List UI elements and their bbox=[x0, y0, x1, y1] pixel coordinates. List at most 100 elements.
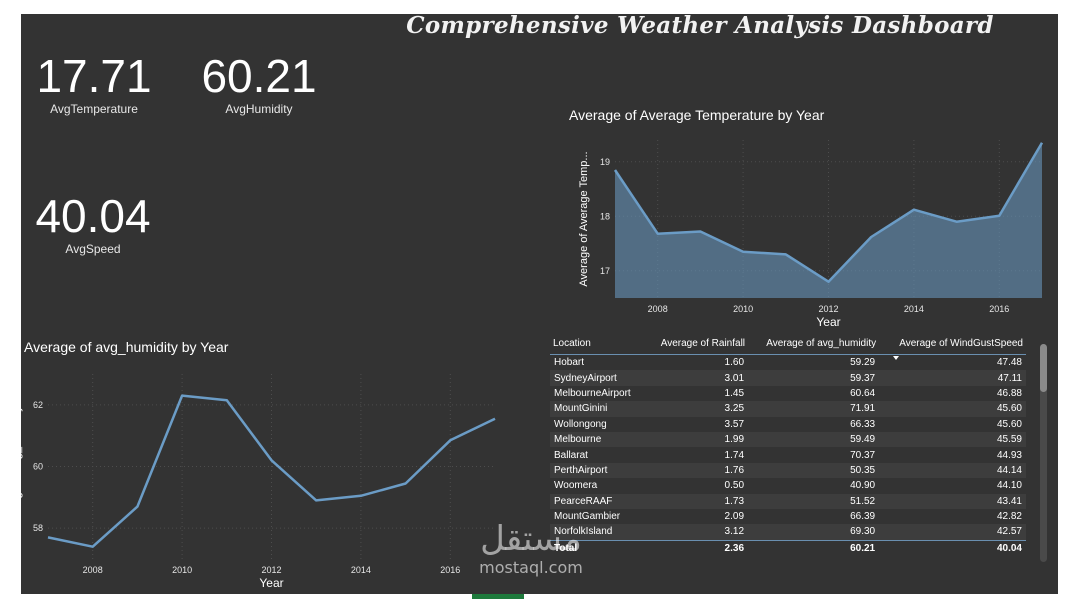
column-header-humidity[interactable]: Average of avg_humidity bbox=[748, 332, 880, 355]
chart0-data-point[interactable] bbox=[783, 251, 789, 257]
table-cell: 70.37 bbox=[850, 449, 876, 461]
table-cell: 1.99 bbox=[645, 431, 749, 448]
table-cell: 40.90 bbox=[850, 480, 876, 492]
kpi-label: AvgSpeed bbox=[65, 242, 121, 256]
table-cell: 59.29 bbox=[850, 357, 876, 369]
chart1-data-point[interactable] bbox=[90, 544, 96, 550]
chart1-data-point[interactable] bbox=[224, 397, 230, 403]
chart0-data-point[interactable] bbox=[697, 229, 703, 235]
chart1-x-axis-label: Year bbox=[259, 576, 283, 590]
chart0-y-tick-label: 17 bbox=[600, 266, 610, 276]
table-cell: 47.48 bbox=[996, 357, 1022, 369]
table-row[interactable]: Melbourne 1.99 59.49 45.59 bbox=[550, 431, 1026, 448]
table-cell: Wollongong bbox=[554, 418, 607, 430]
chart1-data-point[interactable] bbox=[313, 497, 319, 503]
table-row[interactable]: PearceRAAF 1.73 51.52 43.41 bbox=[550, 493, 1026, 509]
table-row[interactable]: Woomera 0.50 40.90 44.10 bbox=[550, 478, 1026, 493]
location-table: Location Average of Rainfall Average of … bbox=[550, 332, 1032, 566]
chart0-x-tick-label: 2014 bbox=[904, 304, 924, 314]
chart0-area-fill bbox=[615, 142, 1042, 298]
scrollbar-thumb[interactable] bbox=[1040, 344, 1047, 392]
chart1-data-point[interactable] bbox=[358, 493, 364, 499]
chart0-series-line[interactable] bbox=[613, 142, 1044, 283]
chart1-data-point[interactable] bbox=[179, 393, 185, 399]
table-total-cell: 60.21 bbox=[748, 539, 880, 557]
table-cell: Melbourne bbox=[550, 431, 646, 448]
table-cell: 1.60 bbox=[724, 357, 745, 369]
column-header-windgust[interactable]: Average of WindGustSpeed bbox=[879, 332, 1026, 355]
table-cell: 0.50 bbox=[724, 480, 745, 492]
table-row[interactable]: MountGinini 3.25 71.91 45.60 bbox=[550, 401, 1026, 417]
table-cell: 44.14 bbox=[879, 462, 1026, 479]
table-cell: 69.30 bbox=[748, 524, 880, 541]
temperature-chart-title: Average of Average Temperature by Year bbox=[569, 107, 825, 123]
chart1-series-line[interactable] bbox=[47, 394, 496, 548]
column-header-location[interactable]: Location bbox=[550, 332, 646, 355]
chart0-data-point[interactable] bbox=[996, 213, 1002, 219]
table-cell: 66.33 bbox=[850, 418, 876, 430]
table-cell: 50.35 bbox=[748, 462, 880, 479]
humidity-line-chart[interactable]: 2008 2010 2012 2014 2016 58 60 62 Year Average of… bbox=[20, 356, 540, 594]
sort-descending-icon[interactable] bbox=[893, 356, 899, 360]
chart0-x-tick-label: 2012 bbox=[818, 304, 838, 314]
table-cell: Woomera bbox=[554, 480, 598, 492]
kpi-value: 40.04 bbox=[35, 190, 151, 242]
chart0-data-point[interactable] bbox=[954, 219, 960, 225]
chart1-x-tick-label: 2010 bbox=[172, 565, 192, 575]
chart0-y-tick-label: 19 bbox=[600, 157, 610, 167]
table-cell: 3.25 bbox=[645, 401, 749, 417]
kpi-card-humidity[interactable]: 60.21 AvgHumidity bbox=[194, 52, 324, 116]
table-cell: PerthAirport bbox=[550, 462, 646, 479]
table-row[interactable]: MountGambier 2.09 66.39 42.82 bbox=[550, 509, 1026, 524]
chart0-data-point[interactable] bbox=[911, 207, 917, 213]
kpi-card-speed[interactable]: 40.04 AvgSpeed bbox=[28, 192, 158, 256]
kpi-value: 17.71 bbox=[36, 50, 152, 102]
chart0-data-point[interactable] bbox=[826, 279, 832, 285]
chart0-y-tick-label: 18 bbox=[600, 211, 610, 221]
chart0-x-axis-label: Year bbox=[816, 315, 840, 328]
chart1-x-tick-label: 2012 bbox=[261, 565, 281, 575]
chart1-data-point[interactable] bbox=[447, 437, 453, 443]
chart1-y-axis-label: Average of avg_humidity bbox=[20, 406, 23, 527]
table-row[interactable]: PerthAirport 1.76 50.35 44.14 bbox=[550, 462, 1026, 479]
table-row[interactable]: MelbourneAirport 1.45 60.64 46.88 bbox=[550, 386, 1026, 401]
chart0-data-point[interactable] bbox=[868, 234, 874, 240]
chart1-x-tick-label: 2008 bbox=[83, 565, 103, 575]
table-row[interactable]: Hobart 1.60 59.29 47.48 bbox=[550, 355, 1026, 371]
table-row[interactable]: SydneyAirport 3.01 59.37 47.11 bbox=[550, 370, 1026, 386]
table-cell: Hobart bbox=[554, 357, 585, 369]
kpi-value: 60.21 bbox=[201, 50, 317, 102]
table-cell: Ballarat bbox=[554, 449, 588, 461]
chart1-data-point[interactable] bbox=[45, 534, 51, 540]
watermark-arabic: مستقل bbox=[480, 519, 582, 559]
chart1-data-point[interactable] bbox=[403, 480, 409, 486]
table-row[interactable]: Ballarat 1.74 70.37 44.93 bbox=[550, 447, 1026, 462]
humidity-chart-title: Average of avg_humidity by Year bbox=[24, 339, 229, 355]
table-cell: 45.60 bbox=[996, 418, 1022, 430]
chart1-data-point[interactable] bbox=[134, 504, 140, 510]
table-cell: 3.12 bbox=[645, 524, 749, 541]
kpi-card-temperature[interactable]: 17.71 AvgTemperature bbox=[32, 52, 156, 116]
chart1-data-point[interactable] bbox=[492, 416, 498, 422]
chart1-data-point[interactable] bbox=[269, 457, 275, 463]
column-header-rainfall[interactable]: Average of Rainfall bbox=[645, 332, 749, 355]
table-cell: 66.39 bbox=[850, 511, 876, 523]
table-cell: 1.74 bbox=[724, 449, 745, 461]
chart0-data-point[interactable] bbox=[1039, 140, 1045, 146]
table-scrollbar[interactable] bbox=[1040, 344, 1047, 562]
table-cell: 3.01 bbox=[645, 370, 749, 386]
table-cell: 44.10 bbox=[996, 480, 1022, 492]
table-cell: 59.37 bbox=[748, 370, 880, 386]
chart0-data-point[interactable] bbox=[655, 231, 661, 237]
temperature-area-chart[interactable]: 2008 2010 2012 2014 2016 17 18 19 Year Average of… bbox=[560, 128, 1055, 328]
dashboard-title: Comprehensive Weather Analysis Dashboard bbox=[406, 12, 994, 39]
chart0-x-tick-label: 2016 bbox=[989, 304, 1009, 314]
table-total-cell: Total bbox=[550, 539, 646, 557]
table-row[interactable]: Wollongong 3.57 66.33 45.60 bbox=[550, 417, 1026, 432]
chart0-data-point[interactable] bbox=[740, 249, 746, 255]
table-row[interactable]: NorfolkIsland 3.12 69.30 42.57 bbox=[550, 524, 1026, 541]
chart0-data-point[interactable] bbox=[612, 167, 618, 173]
table-total-row: Total 2.36 60.21 40.04 bbox=[550, 539, 1026, 557]
table-cell: 42.57 bbox=[879, 524, 1026, 541]
table-total-cell: 40.04 bbox=[879, 539, 1026, 557]
